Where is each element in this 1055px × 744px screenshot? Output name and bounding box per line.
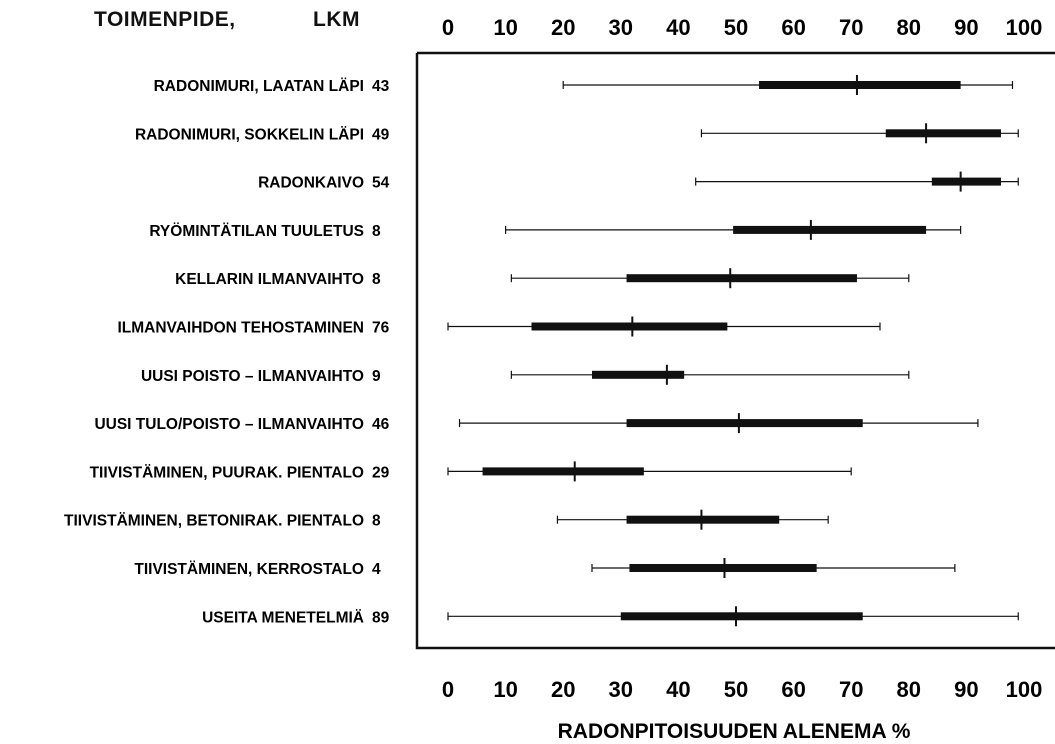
- top-tick-label: 30: [609, 15, 633, 40]
- row-label: USEITA MENETELMIÄ: [202, 609, 364, 626]
- quartile-bar: [885, 129, 1001, 138]
- row-count: 8: [372, 513, 381, 530]
- top-tick-label: 50: [724, 15, 748, 40]
- range-row: [556, 509, 829, 530]
- quartile-bar: [733, 225, 927, 234]
- row-label: RADONIMURI, SOKKELIN LÄPI: [135, 126, 364, 143]
- top-tick-label: 70: [839, 15, 863, 40]
- row-count: 8: [372, 223, 381, 240]
- row-label: TIIVISTÄMINEN, PUURAK. PIENTALO: [90, 464, 364, 481]
- bottom-tick-label: 90: [954, 677, 978, 702]
- bottom-tick-label: 40: [666, 677, 690, 702]
- row-label: RADONKAIVO: [258, 175, 364, 192]
- top-tick-label: 40: [666, 15, 690, 40]
- top-tick-label: 100: [1006, 15, 1043, 40]
- quartile-bar: [482, 467, 644, 476]
- top-tick-label: 60: [781, 15, 805, 40]
- top-tick-label: 0: [442, 15, 454, 40]
- bottom-tick-label: 100: [1006, 677, 1043, 702]
- header-count: LKM: [313, 8, 360, 31]
- bottom-tick-label: 50: [724, 677, 748, 702]
- row-count: 4: [372, 561, 381, 578]
- row-label: RADONIMURI, LAATAN LÄPI: [154, 78, 364, 95]
- top-tick-label: 10: [493, 15, 517, 40]
- x-axis-title: RADONPITOISUUDEN ALENEMA %: [558, 720, 911, 743]
- quartile-bar: [931, 177, 1001, 186]
- range-row: [700, 123, 1019, 144]
- bottom-tick-label: 80: [897, 677, 921, 702]
- row-label: KELLARIN ILMANVAIHTO: [175, 271, 364, 288]
- row-count: 46: [372, 416, 390, 433]
- header-measure: TOIMENPIDE,: [94, 8, 236, 31]
- row-count: 76: [372, 320, 390, 337]
- range-row: [447, 316, 881, 337]
- quartile-bar: [626, 515, 780, 524]
- quartile-bar: [759, 81, 961, 89]
- row-label: TIIVISTÄMINEN, BETONIRAK. PIENTALO: [64, 513, 364, 530]
- bottom-tick-label: 0: [442, 677, 454, 702]
- top-tick-label: 20: [551, 15, 575, 40]
- range-row: [505, 219, 962, 240]
- row-count: 29: [372, 464, 390, 481]
- bottom-tick-label: 60: [781, 677, 805, 702]
- range-row: [447, 461, 852, 482]
- row-label: UUSI TULO/POISTO – ILMANVAIHTO: [94, 416, 364, 433]
- quartile-bar: [629, 564, 817, 572]
- range-row: [591, 558, 956, 578]
- bottom-tick-label: 20: [551, 677, 575, 702]
- row-count: 8: [372, 271, 381, 288]
- quartile-bar: [531, 322, 728, 331]
- top-tick-label: 80: [897, 15, 921, 40]
- row-count: 49: [372, 126, 390, 143]
- plot-frame: [415, 51, 1055, 650]
- top-tick-label: 90: [954, 15, 978, 40]
- row-label: ILMANVAIHDON TEHOSTAMINEN: [117, 320, 364, 337]
- range-row: [562, 75, 1014, 95]
- row-label: TIIVISTÄMINEN, KERROSTALO: [134, 561, 364, 578]
- range-row: [695, 171, 1019, 192]
- range-row: [458, 413, 979, 434]
- range-row: [447, 606, 1019, 627]
- bottom-tick-label: 10: [493, 677, 517, 702]
- quartile-bar: [592, 370, 685, 379]
- row-count: 89: [372, 609, 390, 626]
- row-count: 43: [372, 78, 390, 95]
- row-label: UUSI POISTO – ILMANVAIHTO: [141, 368, 364, 385]
- quartile-bar: [620, 612, 863, 621]
- row-count: 54: [372, 175, 390, 192]
- bottom-tick-label: 30: [609, 677, 633, 702]
- row-count: 9: [372, 368, 381, 385]
- range-row: [510, 364, 910, 385]
- quartile-bar: [626, 274, 857, 283]
- row-label: RYÖMINTÄTILAN TUULETUS: [149, 223, 364, 240]
- quartile-bar: [626, 419, 863, 428]
- bottom-tick-label: 70: [839, 677, 863, 702]
- range-row: [510, 268, 910, 289]
